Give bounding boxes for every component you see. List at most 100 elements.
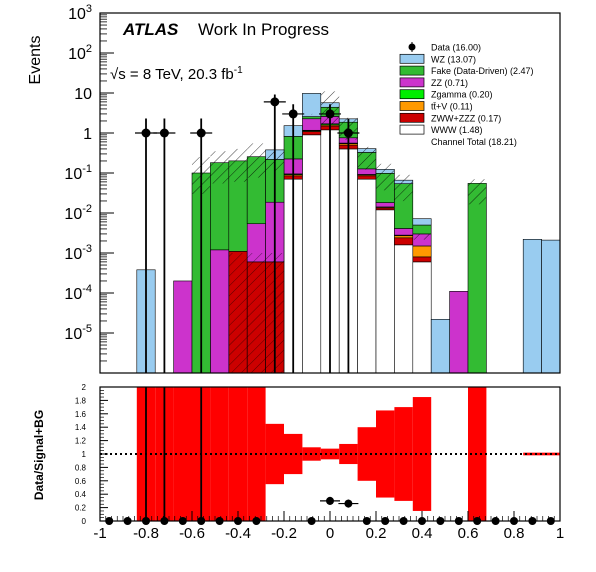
x-tick-label: 1 xyxy=(556,525,564,542)
legend-label: ZZ (0.71) xyxy=(431,78,468,88)
histogram-bar xyxy=(302,134,322,374)
ratio-y-tick-label: 0.8 xyxy=(75,463,87,472)
histogram-bar xyxy=(430,319,450,374)
legend-swatch xyxy=(399,89,425,100)
histogram-bar xyxy=(394,235,414,239)
x-tick-label: -0.8 xyxy=(133,525,159,542)
data-point xyxy=(141,128,151,138)
ratio-band-bin xyxy=(173,387,192,521)
ratio-y-tick-label: 1 xyxy=(82,450,87,459)
histogram-bar xyxy=(375,202,395,208)
y-tick-base: 10 xyxy=(74,86,92,103)
data-point xyxy=(325,109,335,119)
y-tick-base: 1 xyxy=(83,126,92,143)
x-tick-label: 0.8 xyxy=(504,525,525,542)
y-tick-label: 10-3 xyxy=(64,243,92,263)
legend-label: Channel Total (18.21) xyxy=(431,137,517,147)
histogram-bar xyxy=(210,249,230,374)
ratio-y-tick-label: 0.2 xyxy=(75,504,87,513)
ratio-y-axis: 0 0.2 0.4 0.6 0.8 1 1.2 1.4 1.6 1.8 2 xyxy=(75,383,108,526)
histogram-bar xyxy=(467,183,487,374)
uncertainty-hatch xyxy=(228,253,248,373)
uncertainty-hatch xyxy=(228,148,248,182)
histogram-bar xyxy=(412,256,432,263)
energy-label-exp: -1 xyxy=(234,65,243,76)
y-tick-exp: -5 xyxy=(82,323,92,335)
y-tick-base: 10 xyxy=(64,326,82,343)
ratio-point xyxy=(326,496,334,505)
ratio-band-bin xyxy=(412,397,432,511)
x-tick-label: 0 xyxy=(326,525,334,542)
y-tick-exp: -3 xyxy=(82,243,92,255)
data-points xyxy=(135,94,360,373)
ratio-y-tick-label: 1.8 xyxy=(75,396,87,405)
main-y-axis-label: Events xyxy=(27,36,44,85)
ratio-y-tick-label: 2 xyxy=(82,383,87,392)
y-tick-label: 10-1 xyxy=(64,163,92,183)
y-tick-label: 1 xyxy=(83,126,92,143)
x-tick-label: 0.6 xyxy=(458,525,479,542)
legend-label: WWW (1.48) xyxy=(431,125,483,135)
uncertainty-hatch xyxy=(247,143,266,178)
uncertainty-hatch xyxy=(357,146,376,170)
histogram-bar xyxy=(394,237,414,246)
y-tick-label: 103 xyxy=(68,3,92,23)
histogram-bar xyxy=(357,178,377,374)
uncertainty-hatch xyxy=(394,174,413,202)
energy-label: √s = 8 TeV, 20.3 fb-1 xyxy=(110,65,243,83)
histogram-bar xyxy=(357,168,377,175)
legend-label: Zgamma (0.20) xyxy=(431,90,493,100)
histogram-bar xyxy=(357,175,377,180)
uncertainty-hatch xyxy=(468,179,487,205)
ratio-y-axis-label: Data/Signal+BG xyxy=(32,410,46,500)
y-tick-label: 102 xyxy=(68,43,92,63)
ratio-panel: 0 0.2 0.4 0.6 0.8 1 1.2 1.4 1.6 1.8 2 -1 -0.8 -0.6 -0… xyxy=(32,383,564,542)
ratio-band-bin xyxy=(284,433,303,475)
histogram-bar xyxy=(302,116,322,120)
histogram-bar xyxy=(375,209,395,374)
legend-swatch xyxy=(399,77,425,88)
y-tick-label: 10-2 xyxy=(64,203,92,223)
legend-swatch xyxy=(399,101,425,111)
x-tick-label: 0.2 xyxy=(366,525,387,542)
main-frame xyxy=(99,12,561,374)
histogram-bar xyxy=(412,218,432,226)
histogram-bar xyxy=(302,131,322,136)
x-tick-label: 0.4 xyxy=(412,525,433,542)
ratio-y-tick-label: 0.4 xyxy=(75,490,87,499)
legend-swatch xyxy=(399,112,425,123)
y-tick-exp: -2 xyxy=(82,203,92,215)
ratio-y-tick-label: 1.6 xyxy=(75,410,87,419)
status-label: Work In Progress xyxy=(198,20,329,39)
y-tick-exp: -4 xyxy=(82,283,92,295)
y-tick-base: 10 xyxy=(64,246,82,263)
histogram-bar xyxy=(302,93,322,117)
ratio-y-tick-label: 1.2 xyxy=(75,437,87,446)
ratio-band-bin xyxy=(210,387,229,521)
stacked-histogram xyxy=(136,93,561,374)
ratio-band-bin xyxy=(228,387,248,521)
y-tick-exp: 3 xyxy=(86,3,92,15)
ratio-y-tick-label: 0 xyxy=(82,517,87,526)
histogram-bar xyxy=(394,244,414,374)
histogram-bar xyxy=(412,224,432,235)
legend-label: Data (16.00) xyxy=(431,43,481,53)
y-tick-base: 10 xyxy=(64,166,82,183)
ratio-band-bin xyxy=(523,452,542,456)
data-point xyxy=(288,109,298,119)
histogram-bar xyxy=(394,228,414,236)
histogram-bar xyxy=(302,118,322,131)
histogram-bar xyxy=(375,206,395,209)
y-tick-base: 10 xyxy=(68,46,86,63)
y-tick-label: 10-5 xyxy=(64,323,92,343)
ratio-band-bin xyxy=(468,387,487,521)
ratio-band-bin xyxy=(339,443,358,465)
ratio-band-bin xyxy=(265,423,284,485)
data-point xyxy=(343,128,353,138)
ratio-band-bin xyxy=(394,407,413,501)
y-tick-label: 10-4 xyxy=(64,283,92,303)
legend-swatch xyxy=(399,53,425,64)
